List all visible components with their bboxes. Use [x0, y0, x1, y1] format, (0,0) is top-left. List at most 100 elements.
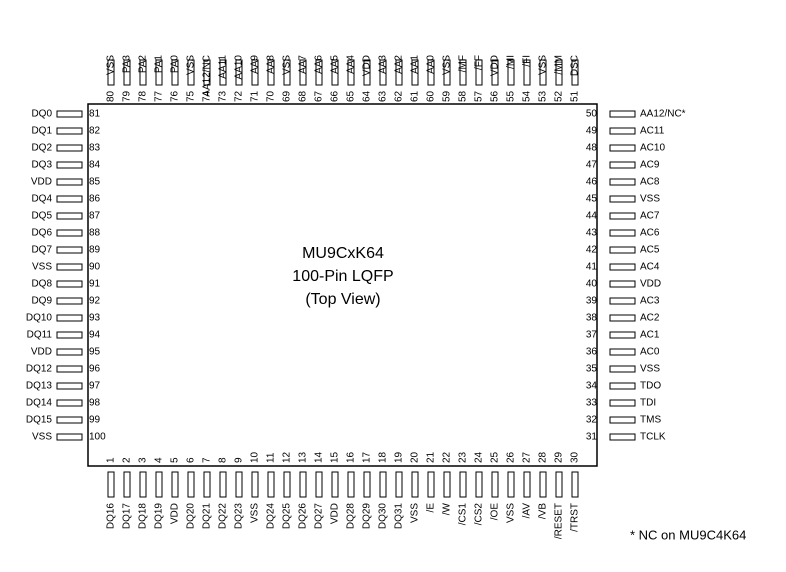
pin-number: 23 — [458, 451, 469, 463]
pin-number: 51 — [570, 90, 581, 102]
pin-name: VSS — [538, 55, 549, 75]
pin — [56, 110, 83, 118]
pin-number: 95 — [89, 347, 101, 358]
pin-number: 65 — [346, 90, 357, 102]
pin — [56, 280, 83, 288]
pin-name: TMS — [640, 415, 661, 426]
pin-number: 59 — [442, 90, 453, 102]
pin — [187, 471, 195, 498]
pin-name: DQ25 — [282, 503, 293, 530]
pin — [539, 59, 547, 86]
pin-number: 63 — [378, 90, 389, 102]
pin-name: DQ0 — [31, 109, 52, 120]
pin — [609, 246, 636, 254]
pin-name: DQ21 — [202, 503, 213, 530]
pin-name: DQ9 — [31, 296, 52, 307]
pin — [56, 212, 83, 220]
pin-name: VDD — [31, 177, 52, 188]
pin-name: VSS — [32, 432, 52, 443]
pin-name: VSS — [106, 55, 117, 75]
pin — [139, 471, 147, 498]
footnote: * NC on MU9C4K64 — [630, 527, 746, 542]
pin-name: DQ27 — [314, 503, 325, 530]
pin-number: 93 — [89, 313, 101, 324]
pin-number: 28 — [538, 451, 549, 463]
pin-number: 60 — [426, 90, 437, 102]
pin — [171, 471, 179, 498]
pin-name: VDD — [640, 279, 661, 290]
pin — [523, 59, 531, 86]
pin-number: 8 — [218, 457, 229, 463]
pin-number: 100 — [89, 432, 106, 443]
pin — [267, 59, 275, 86]
pin — [609, 161, 636, 169]
pin — [491, 59, 499, 86]
pin — [155, 471, 163, 498]
pin-number: 5 — [170, 457, 181, 463]
pin-name: AC5 — [640, 245, 660, 256]
pin — [123, 471, 131, 498]
pin-number: 83 — [89, 143, 101, 154]
pin-number: 21 — [426, 451, 437, 463]
pin — [411, 59, 419, 86]
pin — [283, 471, 291, 498]
pin — [363, 471, 371, 498]
pin-number: 71 — [250, 90, 261, 102]
pin-number: 52 — [554, 90, 565, 102]
pin-name: /CS2 — [474, 503, 485, 526]
pin-number: 11 — [266, 452, 277, 463]
pin — [187, 59, 195, 86]
pin — [331, 59, 339, 86]
pin-name: DQ12 — [26, 364, 53, 375]
pin — [56, 433, 83, 441]
pin-number: 77 — [154, 90, 165, 102]
pin — [315, 471, 323, 498]
pin-name: DQ29 — [362, 503, 373, 530]
pin-name: DQ16 — [106, 503, 117, 530]
pin-name: VSS — [32, 262, 52, 273]
pin-number: 34 — [586, 381, 598, 392]
pin-name: DQ8 — [31, 279, 52, 290]
pin — [475, 59, 483, 86]
pin — [609, 331, 636, 339]
pin — [379, 471, 387, 498]
pin-number: 43 — [586, 228, 598, 239]
pin — [56, 127, 83, 135]
pin — [331, 471, 339, 498]
package: 100-Pin LQFP — [292, 268, 393, 285]
pin-name: /AV — [522, 503, 533, 519]
pin-number: 12 — [282, 451, 293, 463]
pin-name: /FI — [522, 55, 533, 67]
pin — [123, 59, 131, 86]
pin-name: DQ10 — [26, 313, 53, 324]
pin-number: 53 — [538, 90, 549, 102]
pin — [219, 59, 227, 86]
pin-name: AA5 — [330, 55, 341, 74]
pin-number: 90 — [89, 262, 101, 273]
pin-name: AA6 — [314, 55, 325, 74]
pin-name: DQ15 — [26, 415, 53, 426]
pin-name: PA1 — [154, 55, 165, 74]
pin — [609, 416, 636, 424]
pin-number: 16 — [346, 451, 357, 463]
pin — [555, 471, 563, 498]
pin-number: 30 — [570, 451, 581, 463]
pin — [203, 471, 211, 498]
pin-number: 38 — [586, 313, 598, 324]
pin-number: 87 — [89, 211, 101, 222]
pin-name: VSS — [186, 55, 197, 75]
pin-name: PA3 — [122, 55, 133, 74]
chip-name: MU9CxK64 — [302, 245, 384, 262]
pin — [56, 246, 83, 254]
pin-number: 73 — [218, 90, 229, 102]
pin — [56, 297, 83, 305]
pin — [507, 59, 515, 86]
pin — [609, 110, 636, 118]
pin-name: DQ30 — [378, 503, 389, 530]
pin — [609, 297, 636, 305]
pin-number: 49 — [586, 126, 598, 137]
pin — [395, 59, 403, 86]
pin-number: 57 — [474, 90, 485, 102]
pin-number: 92 — [89, 296, 101, 307]
pin — [235, 471, 243, 498]
